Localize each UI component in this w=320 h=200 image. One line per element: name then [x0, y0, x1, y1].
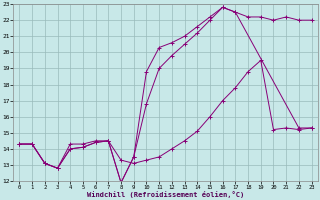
X-axis label: Windchill (Refroidissement éolien,°C): Windchill (Refroidissement éolien,°C): [87, 191, 244, 198]
